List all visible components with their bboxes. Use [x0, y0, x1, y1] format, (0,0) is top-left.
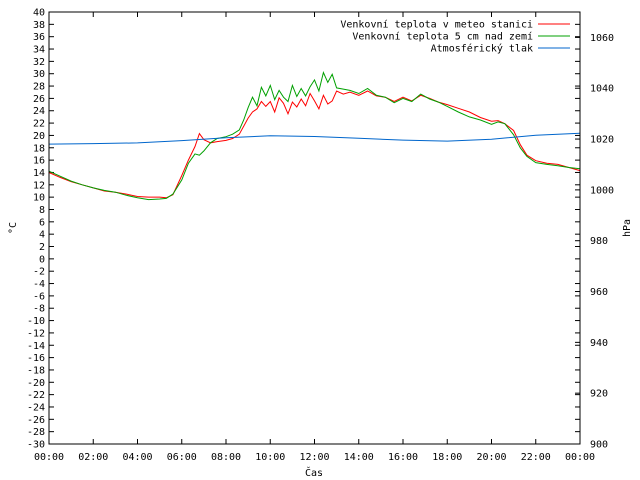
y-tick-label: 30 — [33, 69, 45, 80]
y-tick-label: 6 — [39, 217, 45, 228]
legend: Venkovní teplota v meteo staniciVenkovní… — [340, 19, 570, 55]
y-tick-label: 14 — [33, 168, 45, 179]
y-tick-label: -14 — [27, 341, 45, 352]
x-tick-label: 04:00 — [122, 452, 152, 463]
y-tick-label: -26 — [27, 415, 45, 426]
x-axis-label: Čas — [305, 466, 323, 479]
y-tick-label: 10 — [33, 193, 45, 204]
y2-tick-label: 920 — [590, 389, 608, 400]
y-tick-label: 12 — [33, 180, 45, 191]
plot-frame — [48, 11, 581, 445]
y2-axis-ticks: 1060 1040 1020 1000 980 960 940 920 900 — [575, 33, 614, 451]
y-tick-label: -4 — [33, 279, 45, 290]
x-tick-label: 20:00 — [476, 452, 506, 463]
y-tick-label: 22 — [33, 119, 45, 130]
y-tick-label: 8 — [39, 205, 45, 216]
y-tick-label: 4 — [39, 230, 45, 241]
series-line-2 — [48, 132, 581, 145]
x-tick-label: 12:00 — [299, 452, 329, 463]
y-axis-ticks: 4038363432302826242220181614121086420-2-… — [27, 8, 580, 451]
x-tick-label: 00:00 — [34, 452, 64, 463]
y-tick-label: 16 — [33, 156, 45, 167]
y-tick-label: 40 — [33, 8, 45, 19]
y-tick-label: 18 — [33, 143, 45, 154]
y2-axis-label: hPa — [622, 219, 633, 237]
y-tick-label: -30 — [27, 440, 45, 451]
x-tick-label: 08:00 — [211, 452, 241, 463]
x-tick-label: 02:00 — [78, 452, 108, 463]
y-tick-label: 20 — [33, 131, 45, 142]
y-tick-label: 38 — [33, 20, 45, 31]
x-tick-label: 14:00 — [344, 452, 374, 463]
y-tick-label: 34 — [33, 45, 45, 56]
y-tick-label: -12 — [27, 328, 45, 339]
y-tick-label: 24 — [33, 106, 45, 117]
y-tick-label: -18 — [27, 365, 45, 376]
y-tick-label: 32 — [33, 57, 45, 68]
y-tick-label: -8 — [33, 304, 45, 315]
y2-tick-label: 980 — [590, 236, 608, 247]
y-tick-label: -16 — [27, 353, 45, 364]
legend-label-1: Venkovní teplota 5 cm nad zemí — [352, 31, 533, 43]
legend-label-2: Atmosférický tlak — [431, 43, 533, 55]
y-tick-label: -6 — [33, 291, 45, 302]
x-tick-label: 10:00 — [255, 452, 285, 463]
y-tick-label: 26 — [33, 94, 45, 105]
series-layer — [48, 70, 581, 201]
y2-tick-label: 1060 — [590, 33, 614, 44]
x-tick-label: 00:00 — [565, 452, 595, 463]
x-tick-label: 16:00 — [388, 452, 418, 463]
y-tick-label: -20 — [27, 378, 45, 389]
y-axis-label: °C — [8, 222, 19, 234]
y2-tick-label: 1020 — [590, 135, 614, 146]
y-tick-label: -28 — [27, 427, 45, 438]
y-tick-label: -10 — [27, 316, 45, 327]
y2-tick-label: 1000 — [590, 185, 614, 196]
series-line-1 — [48, 70, 581, 201]
y-tick-label: -2 — [33, 267, 45, 278]
x-tick-label: 06:00 — [167, 452, 197, 463]
y-tick-label: 28 — [33, 82, 45, 93]
y2-tick-label: 1040 — [590, 84, 614, 95]
x-tick-label: 18:00 — [432, 452, 462, 463]
y-tick-label: -24 — [27, 402, 45, 413]
y-tick-label: 2 — [39, 242, 45, 253]
y-tick-label: 36 — [33, 32, 45, 43]
x-tick-label: 22:00 — [521, 452, 551, 463]
y2-tick-label: 940 — [590, 338, 608, 349]
y2-tick-label: 900 — [590, 440, 608, 451]
y-tick-label: -22 — [27, 390, 45, 401]
y2-tick-label: 960 — [590, 287, 608, 298]
x-axis-ticks: 00:00 02:00 04:00 06:00 08:00 10:00 12:00 14:00… — [34, 12, 595, 463]
legend-label-0: Venkovní teplota v meteo stanici — [340, 19, 533, 31]
y-tick-label: 0 — [39, 254, 45, 265]
